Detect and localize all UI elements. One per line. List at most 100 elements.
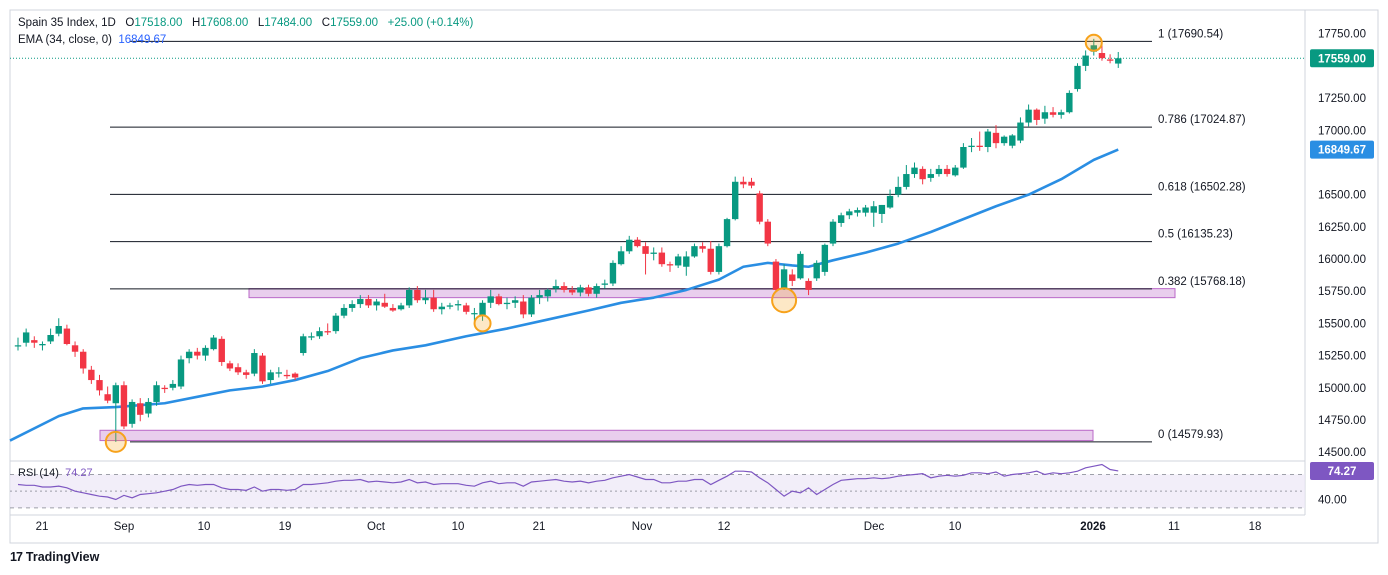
- candle: [715, 243, 723, 275]
- candle-body: [577, 287, 584, 293]
- candle-body: [1074, 65, 1081, 90]
- candle: [14, 337, 22, 351]
- highlight-circle: [104, 430, 127, 453]
- candle: [593, 283, 600, 298]
- candle: [80, 349, 87, 374]
- candle: [243, 369, 250, 379]
- candle: [609, 260, 617, 287]
- candle: [886, 189, 894, 209]
- ema-price-tag-bg: [1310, 140, 1374, 159]
- candle: [797, 251, 804, 280]
- candle: [454, 300, 462, 311]
- candle: [55, 318, 62, 337]
- time-axis[interactable]: 21 Sep 10 19 Oct 10 21 Nov 12 Dec 10 2026 11 18: [36, 521, 1262, 533]
- ema-value: 16849.67: [118, 34, 167, 46]
- fib-label: 0.618 (16502.28): [1158, 181, 1246, 193]
- candle-body: [397, 305, 405, 310]
- time-tick-label: 18: [1249, 521, 1262, 533]
- candle: [617, 246, 625, 266]
- candle: [104, 386, 111, 404]
- candle-body: [406, 289, 413, 306]
- price-tick-label: 15000.00: [1318, 383, 1366, 395]
- candle-body: [169, 383, 177, 388]
- candle: [683, 251, 690, 276]
- candle: [520, 295, 527, 319]
- candle: [308, 332, 315, 341]
- support-zone: [99, 429, 1094, 442]
- candle: [389, 304, 397, 312]
- candle: [414, 286, 421, 303]
- candle-body: [520, 301, 527, 315]
- time-tick-label: Oct: [367, 521, 386, 533]
- candle-body: [1098, 53, 1106, 59]
- time-tick-label: 21: [36, 521, 49, 533]
- candle: [764, 219, 771, 247]
- price-tick-label: 17750.00: [1318, 29, 1366, 41]
- candle-body: [1041, 112, 1049, 119]
- candle-body: [927, 174, 934, 178]
- candle: [748, 177, 755, 189]
- candle: [406, 287, 413, 308]
- candle-body: [837, 215, 845, 223]
- candle-body: [813, 262, 820, 279]
- candle-body: [911, 167, 918, 175]
- candle-body: [202, 347, 209, 356]
- time-tick-label: 10: [198, 521, 211, 533]
- candle-body: [886, 195, 894, 208]
- high-value: 17608.00: [200, 17, 249, 29]
- candle: [821, 243, 829, 276]
- candle: [169, 380, 177, 391]
- candles[interactable]: [14, 38, 1122, 442]
- fib-label: 1 (17690.54): [1158, 28, 1223, 40]
- candle: [976, 131, 983, 151]
- candle: [626, 235, 633, 254]
- candle: [128, 399, 136, 428]
- candle: [952, 165, 959, 177]
- tradingview-logo[interactable]: 17 TradingView: [10, 550, 99, 564]
- candle: [332, 313, 340, 334]
- candle-body: [829, 221, 837, 244]
- candle-body: [764, 221, 771, 244]
- price-tick-label: 16500.00: [1318, 190, 1366, 202]
- candle: [960, 143, 967, 169]
- candle-body: [846, 211, 853, 216]
- candle-body: [14, 345, 22, 347]
- candle: [585, 284, 592, 297]
- candle: [463, 302, 470, 315]
- candle-body: [332, 315, 340, 332]
- candle-body: [878, 204, 886, 214]
- candle-body: [715, 246, 723, 272]
- candle-body: [650, 252, 657, 254]
- candle-body: [47, 334, 54, 342]
- candle: [226, 360, 234, 372]
- time-tick-label: 19: [279, 521, 292, 533]
- candle: [895, 176, 902, 198]
- candle: [846, 208, 853, 220]
- candle: [829, 219, 837, 247]
- candle-body: [952, 167, 959, 176]
- candle-body: [316, 331, 323, 337]
- ema-label: EMA (34, close, 0): [18, 34, 112, 46]
- price-axis[interactable]: 14500.00 14750.00 15000.00 15250.00 15500.00…: [1310, 29, 1374, 459]
- candle: [1009, 134, 1016, 149]
- candle: [674, 253, 682, 269]
- ema-series: [9, 148, 1119, 442]
- time-tick-label: 21: [533, 521, 546, 533]
- candle: [935, 165, 943, 177]
- open-label: O: [125, 17, 135, 29]
- candle: [1058, 109, 1065, 119]
- candle-body: [300, 336, 307, 354]
- candle: [63, 324, 71, 346]
- candle-body: [797, 253, 804, 279]
- candle-body: [683, 256, 690, 267]
- price-tick-label: 16000.00: [1318, 254, 1366, 266]
- candle-body: [1009, 135, 1016, 146]
- candle: [267, 369, 274, 384]
- rsi-series: [17, 463, 1119, 501]
- candle-body: [862, 207, 869, 213]
- candle-body: [243, 372, 250, 375]
- candle-body: [357, 298, 364, 305]
- candle-body: [414, 289, 421, 301]
- candle: [218, 336, 225, 366]
